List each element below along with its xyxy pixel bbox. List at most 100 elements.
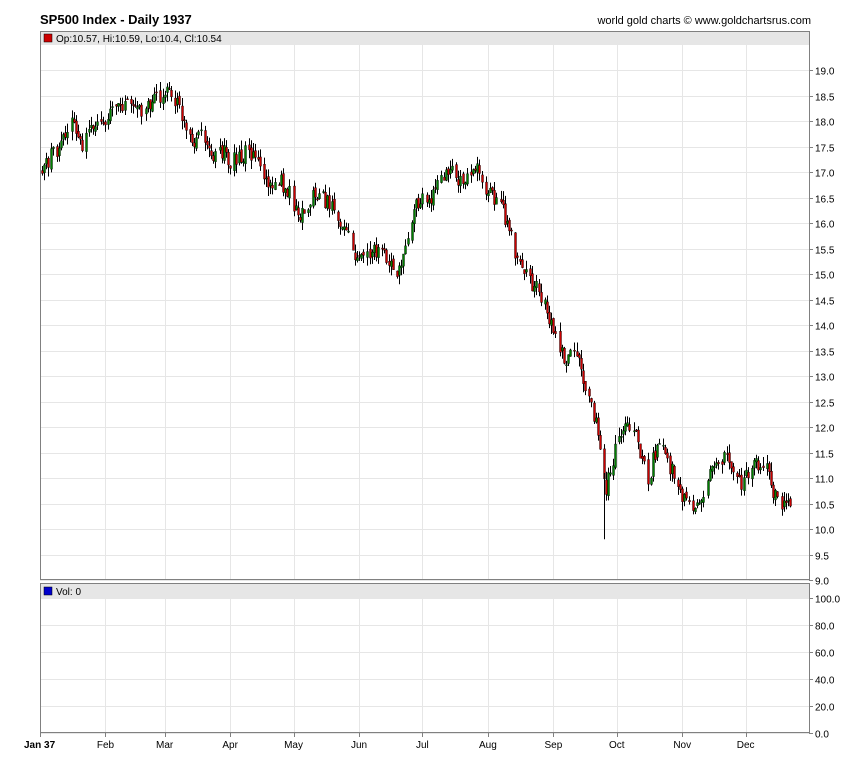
candle-body bbox=[639, 443, 642, 459]
candle-body bbox=[88, 128, 91, 133]
candle-body bbox=[111, 106, 114, 108]
candle-body bbox=[373, 244, 376, 253]
candle-body bbox=[757, 460, 760, 471]
candle-body bbox=[713, 466, 716, 468]
candle-body bbox=[643, 456, 646, 462]
candle-body bbox=[443, 176, 446, 181]
candle-body bbox=[404, 245, 407, 255]
candle-body bbox=[688, 500, 691, 503]
candle-body bbox=[375, 244, 378, 258]
candle-body bbox=[52, 146, 55, 149]
candle-body bbox=[650, 477, 653, 485]
candle-body bbox=[774, 490, 777, 501]
candle-body bbox=[358, 255, 361, 257]
candle-body bbox=[531, 273, 534, 292]
x-tick-label: Apr bbox=[222, 740, 238, 751]
candle-body bbox=[540, 292, 543, 303]
candle-body bbox=[151, 101, 154, 112]
candle-body bbox=[64, 132, 67, 138]
candle-body bbox=[681, 488, 684, 502]
candle-body bbox=[599, 435, 602, 450]
volume-legend-bar bbox=[40, 584, 809, 598]
candle-body bbox=[136, 106, 139, 110]
candle-body bbox=[75, 120, 78, 134]
candle-body bbox=[561, 347, 564, 351]
price-tick-label: 17.0 bbox=[815, 169, 835, 180]
candle-body bbox=[702, 496, 705, 503]
candle-body bbox=[533, 286, 536, 292]
candle-body bbox=[58, 147, 61, 156]
candle-body bbox=[550, 319, 553, 326]
candle-body bbox=[521, 259, 524, 268]
candle-body bbox=[96, 121, 99, 126]
candle-body bbox=[162, 97, 165, 104]
candle-body bbox=[669, 455, 672, 475]
price-tick-label: 19.0 bbox=[815, 67, 835, 78]
price-y-axis: 9.0 9.5 10.0 10.5 11.0 11.5 12.0 12.5 13.0 13.5 14… bbox=[809, 67, 835, 588]
candle-body bbox=[620, 436, 623, 438]
candle-body bbox=[191, 134, 194, 143]
x-tick-label: Jan 37 bbox=[24, 740, 56, 751]
chart-credit: world gold charts © www.goldchartsrus.co… bbox=[597, 15, 811, 27]
candle-body bbox=[352, 232, 355, 251]
candle-body bbox=[345, 227, 348, 231]
candle-body bbox=[411, 222, 414, 241]
candle-body bbox=[525, 269, 528, 273]
candle-body bbox=[654, 450, 657, 460]
candle-body bbox=[153, 93, 156, 104]
candle-body bbox=[347, 230, 350, 233]
price-tick-label: 11.5 bbox=[815, 450, 834, 461]
candle-body bbox=[783, 500, 786, 508]
x-tick-label: Aug bbox=[479, 740, 497, 751]
candle-body bbox=[312, 190, 315, 207]
volume-tick-label: 60.0 bbox=[815, 649, 835, 660]
candle-body bbox=[728, 452, 731, 463]
x-tick-label: Sep bbox=[544, 740, 562, 751]
candle-body bbox=[738, 475, 741, 478]
candle-body bbox=[652, 452, 655, 477]
candle-body bbox=[259, 156, 262, 167]
candle-body bbox=[685, 491, 688, 499]
candle-body bbox=[656, 444, 659, 458]
candle-body bbox=[337, 211, 340, 221]
candle-body bbox=[664, 447, 667, 454]
candle-body bbox=[447, 168, 450, 175]
candle-body bbox=[322, 191, 325, 193]
candle-body bbox=[316, 198, 319, 201]
candle-body bbox=[506, 221, 509, 224]
candle-body bbox=[274, 182, 277, 190]
candle-body bbox=[535, 281, 538, 288]
candle-body bbox=[491, 187, 494, 191]
candle-body bbox=[707, 480, 710, 496]
candle-body bbox=[635, 429, 638, 432]
candle-body bbox=[445, 169, 448, 181]
candle-body bbox=[318, 193, 321, 199]
candle-body bbox=[576, 351, 579, 357]
x-tick-label: May bbox=[284, 740, 303, 751]
candle-body bbox=[421, 193, 424, 205]
candle-body bbox=[250, 147, 253, 161]
x-tick-label: Oct bbox=[609, 740, 625, 751]
candle-body bbox=[371, 251, 374, 258]
volume-tick-label: 0.0 bbox=[815, 730, 829, 741]
price-tick-label: 18.5 bbox=[815, 93, 835, 104]
candle-body bbox=[104, 121, 107, 126]
candle-body bbox=[60, 140, 63, 149]
candle-body bbox=[341, 227, 344, 230]
price-legend-text: Op:10.57, Hi:10.59, Lo:10.4, Cl:10.54 bbox=[56, 34, 222, 45]
candle-body bbox=[519, 258, 522, 262]
candle-body bbox=[723, 452, 726, 463]
candle-body bbox=[164, 94, 167, 98]
candle-body bbox=[717, 462, 720, 464]
candle-body bbox=[297, 207, 300, 216]
candle-body bbox=[299, 217, 302, 221]
candle-body bbox=[743, 477, 746, 491]
candle-body bbox=[489, 187, 492, 193]
candle-body bbox=[413, 209, 416, 224]
candle-body bbox=[288, 186, 291, 199]
price-tick-label: 15.5 bbox=[815, 246, 835, 257]
candle-body bbox=[715, 462, 718, 466]
candle-body bbox=[195, 137, 198, 149]
candle-body bbox=[269, 182, 272, 187]
